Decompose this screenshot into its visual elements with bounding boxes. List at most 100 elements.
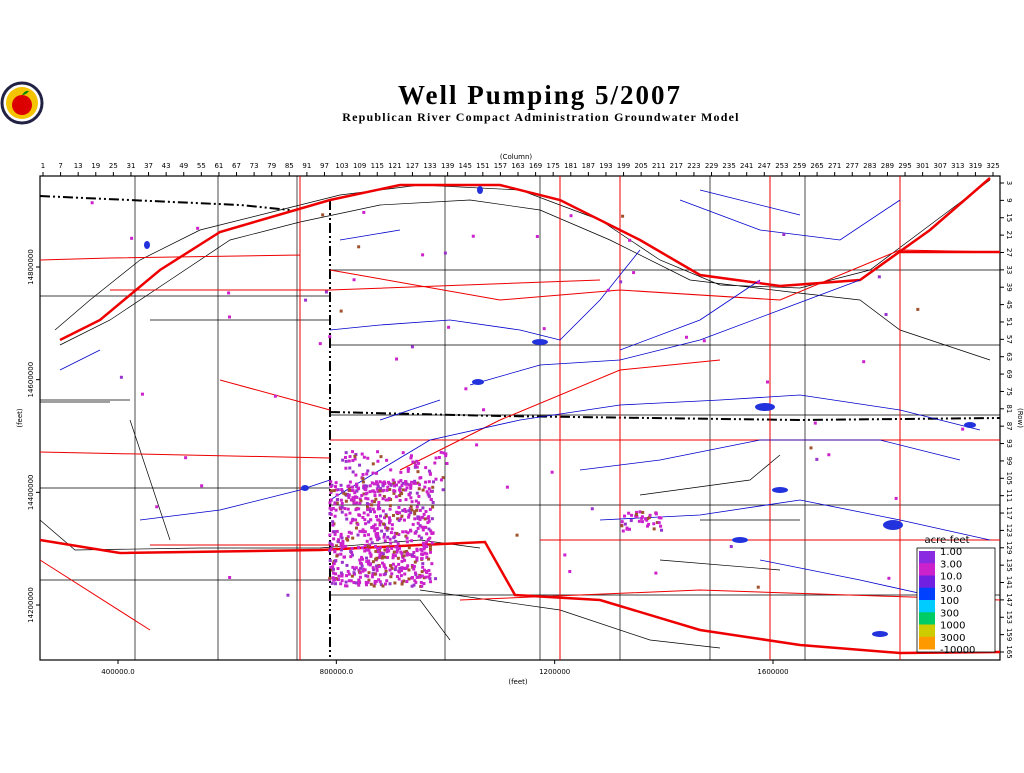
pumping-cell <box>431 480 435 484</box>
pumping-cell <box>365 505 369 509</box>
pumping-cell <box>376 489 380 493</box>
pumping-cell <box>369 537 373 541</box>
pumping-cell <box>363 530 367 534</box>
pumping-cell <box>374 549 378 553</box>
pumping-cell <box>342 491 346 495</box>
pumping-cell <box>347 572 351 576</box>
pumping-cell <box>347 493 351 497</box>
pumping-cell <box>426 492 430 496</box>
pumping-cell <box>350 553 354 557</box>
pumping-cell <box>347 486 351 490</box>
pumping-cell <box>421 515 425 519</box>
pumping-cell <box>373 572 377 576</box>
pumping-cell <box>415 558 419 562</box>
pumping-cell <box>652 522 656 526</box>
pumping-cell <box>371 507 375 511</box>
pumping-cell <box>430 562 434 566</box>
pumping-cell <box>358 558 362 562</box>
pumping-cell <box>340 560 344 564</box>
row-tick-label: 117 <box>1005 506 1013 519</box>
pumping-cell <box>421 488 425 492</box>
pumping-cell <box>424 480 428 484</box>
pumping-cell <box>378 573 382 577</box>
x-axis-label: (feet) <box>508 678 528 686</box>
pumping-cell <box>362 568 366 572</box>
column-tick-label: 25 <box>109 162 118 170</box>
pumping-cell <box>420 574 424 578</box>
pumping-cell <box>827 453 831 457</box>
pumping-cell <box>397 505 401 509</box>
pumping-cell <box>430 517 434 521</box>
pumping-cell <box>371 560 375 564</box>
pumping-cell <box>387 521 391 525</box>
pumping-cell <box>336 567 340 571</box>
pumping-cell <box>414 580 418 584</box>
pumping-cell <box>335 554 339 558</box>
pumping-cell <box>370 499 374 503</box>
pumping-cell <box>90 201 94 205</box>
pumping-cell <box>349 521 353 525</box>
pumping-cell <box>345 537 349 541</box>
pumping-cell <box>413 571 417 575</box>
pumping-cell <box>363 533 367 537</box>
pumping-cell <box>373 490 377 494</box>
column-tick-label: 253 <box>775 162 788 170</box>
legend-swatch <box>919 624 935 638</box>
pumping-cell <box>395 510 399 514</box>
pumping-cell <box>366 580 370 584</box>
pumping-cell <box>354 526 358 530</box>
pumping-cell <box>427 557 431 561</box>
pumping-cell <box>344 499 348 503</box>
pumping-cell <box>385 547 389 551</box>
pumping-cell <box>644 517 648 521</box>
pumping-cell <box>383 572 387 576</box>
pumping-cell <box>370 541 374 545</box>
pumping-cell <box>385 579 389 583</box>
pumping-cell <box>363 518 367 522</box>
pumping-cell <box>341 539 345 543</box>
pumping-cell <box>398 498 402 502</box>
pumping-cell <box>342 555 346 559</box>
pumping-cell <box>387 482 391 486</box>
column-tick-label: 199 <box>617 162 630 170</box>
pumping-cell <box>429 497 433 501</box>
pumping-cell <box>418 508 422 512</box>
pumping-cell <box>640 515 644 519</box>
row-tick-label: 33 <box>1005 265 1013 274</box>
column-tick-label: 175 <box>546 162 559 170</box>
column-tick-label: 109 <box>353 162 366 170</box>
pumping-cell <box>809 446 813 450</box>
pumping-cell <box>397 488 401 492</box>
pumping-cell <box>429 550 433 554</box>
pumping-cell <box>318 342 322 346</box>
pumping-cell <box>379 551 383 555</box>
pumping-cell <box>421 528 425 532</box>
pumping-cell <box>377 578 381 582</box>
pumping-cell <box>366 544 370 548</box>
pumping-cell <box>364 580 368 584</box>
pumping-cell <box>388 504 392 508</box>
pumping-cell <box>407 568 411 572</box>
pumping-cell <box>383 548 387 552</box>
pumping-cell <box>395 575 399 579</box>
pumping-cell <box>378 546 382 550</box>
pumping-cell <box>358 571 362 575</box>
pumping-cell <box>349 579 353 583</box>
pumping-cell <box>331 520 335 524</box>
pumping-cell <box>400 582 404 586</box>
pumping-cell <box>427 575 431 579</box>
pumping-cell <box>421 553 425 557</box>
pumping-cell <box>365 539 369 543</box>
pumping-cell <box>471 234 475 238</box>
pumping-cell <box>515 533 519 537</box>
pumping-cell <box>336 539 340 543</box>
pumping-cell <box>349 550 353 554</box>
y-tick-label: 14800000 <box>27 249 35 285</box>
pumping-cell <box>358 497 362 501</box>
column-tick-label: 31 <box>127 162 136 170</box>
pumping-cell <box>339 552 343 556</box>
pumping-cell <box>333 514 337 518</box>
pumping-cell <box>357 546 361 550</box>
pumping-cell <box>425 545 429 549</box>
